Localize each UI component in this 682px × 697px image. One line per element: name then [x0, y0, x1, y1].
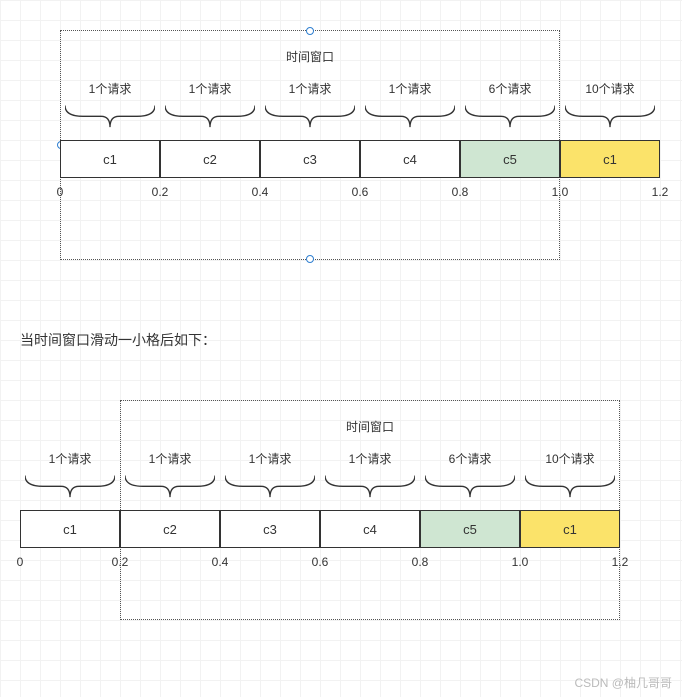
tick-label: 1.2: [652, 185, 669, 199]
brace-icon: [465, 104, 555, 134]
cell: c5: [460, 140, 560, 178]
brace-icon: [365, 104, 455, 134]
request-label: 6个请求: [440, 450, 500, 467]
tick-label: 0.8: [412, 555, 429, 569]
tick-label: 0.4: [212, 555, 229, 569]
cell: c1: [20, 510, 120, 548]
brace-icon: [525, 474, 615, 504]
window-title: 时间窗口: [286, 48, 334, 65]
tick-label: 1.0: [552, 185, 569, 199]
cell: c3: [260, 140, 360, 178]
brace-icon: [265, 104, 355, 134]
brace-icon: [25, 474, 115, 504]
window-title: 时间窗口: [346, 418, 394, 435]
brace-row: [20, 104, 660, 134]
cells-row: c1 c2 c3 c4 c5 c1: [20, 510, 660, 548]
tick-label: 0.2: [152, 185, 169, 199]
cell: c2: [120, 510, 220, 548]
cell: c1: [60, 140, 160, 178]
ticks-row: 0 0.2 0.4 0.6 0.8 1.0 1.2: [20, 555, 660, 571]
diagram-2: 时间窗口 1个请求 1个请求 1个请求 1个请求 6个请求 10个请求 c1 c…: [20, 400, 660, 620]
request-label: 10个请求: [575, 80, 645, 97]
cell-label: c1: [63, 522, 77, 537]
selection-handle[interactable]: [306, 255, 314, 263]
cell-label: c2: [203, 152, 217, 167]
request-label: 1个请求: [280, 80, 340, 97]
cell-label: c2: [163, 522, 177, 537]
request-label: 1个请求: [40, 450, 100, 467]
tick-label: 0.6: [352, 185, 369, 199]
request-label: 1个请求: [180, 80, 240, 97]
tick-label: 0: [57, 185, 64, 199]
cell-label: c3: [263, 522, 277, 537]
cell-label: c1: [603, 152, 617, 167]
caption-text: 当时间窗口滑动一小格后如下：: [20, 330, 216, 350]
cell-label: c1: [103, 152, 117, 167]
tick-label: 0.2: [112, 555, 129, 569]
diagram-1: 时间窗口 1个请求 1个请求 1个请求 1个请求 6个请求 10个请求 c1 c…: [20, 30, 660, 260]
cell-label: c5: [463, 522, 477, 537]
cell-label: c4: [363, 522, 377, 537]
request-labels-row: 1个请求 1个请求 1个请求 1个请求 6个请求 10个请求: [20, 450, 660, 468]
brace-icon: [165, 104, 255, 134]
brace-icon: [65, 104, 155, 134]
tick-label: 0: [17, 555, 24, 569]
request-label: 1个请求: [240, 450, 300, 467]
brace-icon: [425, 474, 515, 504]
selection-handle[interactable]: [306, 27, 314, 35]
cell: c3: [220, 510, 320, 548]
cell-label: c4: [403, 152, 417, 167]
ticks-row: 0 0.2 0.4 0.6 0.8 1.0 1.2: [20, 185, 660, 201]
cell: c1: [520, 510, 620, 548]
tick-label: 0.8: [452, 185, 469, 199]
request-label: 6个请求: [480, 80, 540, 97]
tick-label: 1.0: [512, 555, 529, 569]
tick-label: 1.2: [612, 555, 629, 569]
brace-icon: [125, 474, 215, 504]
brace-icon: [325, 474, 415, 504]
brace-row: [20, 474, 660, 504]
tick-label: 0.6: [312, 555, 329, 569]
tick-label: 0.4: [252, 185, 269, 199]
cell: c4: [320, 510, 420, 548]
request-labels-row: 1个请求 1个请求 1个请求 1个请求 6个请求 10个请求: [20, 80, 660, 98]
brace-icon: [565, 104, 655, 134]
cell: c2: [160, 140, 260, 178]
request-label: 1个请求: [80, 80, 140, 97]
request-label: 10个请求: [535, 450, 605, 467]
cells-row: c1 c2 c3 c4 c5 c1: [20, 140, 660, 178]
watermark-text: CSDN @柚几哥哥: [574, 674, 672, 691]
brace-icon: [225, 474, 315, 504]
request-label: 1个请求: [140, 450, 200, 467]
cell-label: c1: [563, 522, 577, 537]
request-label: 1个请求: [340, 450, 400, 467]
cell-label: c5: [503, 152, 517, 167]
request-label: 1个请求: [380, 80, 440, 97]
cell: c4: [360, 140, 460, 178]
cell: c5: [420, 510, 520, 548]
cell-label: c3: [303, 152, 317, 167]
cell: c1: [560, 140, 660, 178]
